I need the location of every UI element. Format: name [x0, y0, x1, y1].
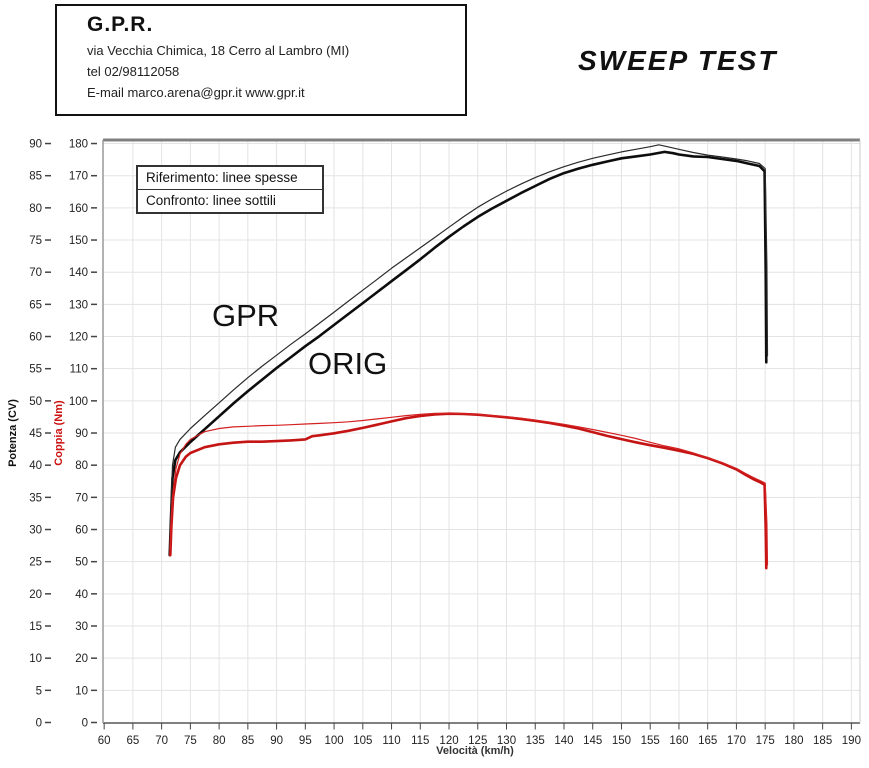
power-tick-label: 60	[29, 332, 42, 344]
torque-tick-label: 150	[69, 235, 88, 247]
torque-tick-label: 140	[69, 267, 88, 279]
x-tick-label: 140	[554, 735, 573, 747]
company-name: G.P.R.	[87, 13, 154, 36]
x-tick-label: 145	[583, 735, 602, 747]
x-tick-label: 80	[213, 735, 226, 747]
power-tick-label: 45	[29, 428, 42, 440]
curve-torque-thin-gpr	[169, 412, 769, 566]
curve-power-thin-gpr	[169, 144, 769, 550]
power-tick-label: 50	[29, 396, 42, 408]
torque-tick-label: 80	[75, 460, 88, 472]
x-tick-label: 95	[299, 735, 312, 747]
power-tick-label: 40	[29, 460, 42, 472]
company-address: via Vecchia Chimica, 18 Cerro al Lambro …	[87, 43, 350, 58]
torque-tick-label: 110	[70, 364, 88, 376]
annotation-orig: ORIG	[308, 346, 388, 381]
x-tick-label: 150	[612, 735, 631, 747]
power-tick-label: 20	[29, 589, 42, 601]
x-tick-label: 165	[698, 735, 717, 747]
torque-tick-label: 120	[69, 332, 88, 344]
torque-tick-label: 180	[69, 139, 88, 151]
power-tick-label: 15	[29, 621, 42, 633]
x-tick-label: 120	[439, 735, 458, 747]
torque-tick-label: 60	[75, 525, 88, 537]
power-tick-label: 85	[29, 171, 42, 183]
power-tick-label: 25	[29, 557, 42, 569]
page-title: SWEEP TEST	[578, 45, 778, 76]
company-email: E-mail marco.arena@gpr.it www.gpr.it	[87, 85, 305, 100]
chart-legend: Riferimento: linee spesse Confronto: lin…	[136, 165, 324, 214]
x-tick-label: 65	[126, 735, 139, 747]
torque-tick-label: 170	[69, 171, 88, 183]
x-tick-label: 125	[468, 735, 487, 747]
x-tick-label: 130	[497, 735, 516, 747]
legend-riferimento: Riferimento: linee spesse	[146, 170, 298, 185]
company-phone: tel 02/98112058	[87, 64, 180, 79]
torque-tick-label: 90	[75, 428, 88, 440]
company-header-box: G.P.R. via Vecchia Chimica, 18 Cerro al …	[55, 4, 467, 116]
power-tick-label: 70	[29, 267, 42, 279]
x-tick-label: 70	[155, 735, 168, 747]
annotation-gpr: GPR	[212, 298, 280, 333]
x-tick-label: 155	[641, 735, 660, 747]
x-tick-label: 135	[526, 735, 545, 747]
power-tick-label: 35	[29, 492, 42, 504]
legend-confronto: Confronto: linee sottili	[138, 189, 322, 212]
torque-tick-label: 40	[75, 589, 88, 601]
x-tick-label: 180	[784, 735, 803, 747]
power-tick-label: 65	[29, 299, 42, 311]
torque-tick-label: 30	[75, 621, 88, 633]
torque-tick-label: 130	[69, 299, 88, 311]
torque-tick-label: 0	[82, 718, 88, 730]
x-tick-label: 190	[842, 735, 861, 747]
torque-tick-label: 100	[69, 396, 88, 408]
power-tick-label: 0	[36, 718, 42, 730]
x-tick-label: 185	[813, 735, 832, 747]
torque-tick-label: 70	[75, 492, 88, 504]
curve-power-thick-orig	[168, 150, 768, 557]
x-tick-label: 60	[98, 735, 111, 747]
x-tick-label: 90	[270, 735, 283, 747]
power-tick-label: 10	[29, 653, 42, 665]
power-tick-label: 80	[29, 203, 42, 215]
power-axis-title: Potenza (CV)	[7, 399, 19, 467]
torque-tick-label: 10	[75, 685, 88, 697]
power-tick-label: 90	[29, 139, 42, 151]
x-tick-label: 110	[382, 735, 400, 747]
power-tick-label: 5	[36, 685, 42, 697]
torque-tick-label: 20	[75, 653, 88, 665]
curve-torque-thick-orig	[169, 412, 768, 570]
x-tick-label: 105	[353, 735, 372, 747]
x-tick-label: 100	[324, 735, 343, 747]
torque-axis-title: Coppia (Nm)	[53, 400, 65, 466]
x-tick-label: 75	[184, 735, 197, 747]
x-tick-label: 85	[241, 735, 254, 747]
x-tick-label: 160	[669, 735, 688, 747]
power-tick-label: 30	[29, 525, 42, 537]
x-tick-label: 115	[411, 735, 429, 747]
power-tick-label: 75	[29, 235, 42, 247]
power-tick-label: 55	[29, 364, 42, 376]
x-tick-label: 170	[727, 735, 746, 747]
x-tick-label: 175	[756, 735, 775, 747]
speed-axis-title: Velocità (km/h)	[436, 745, 514, 757]
torque-tick-label: 50	[75, 557, 88, 569]
torque-tick-label: 160	[69, 203, 88, 215]
